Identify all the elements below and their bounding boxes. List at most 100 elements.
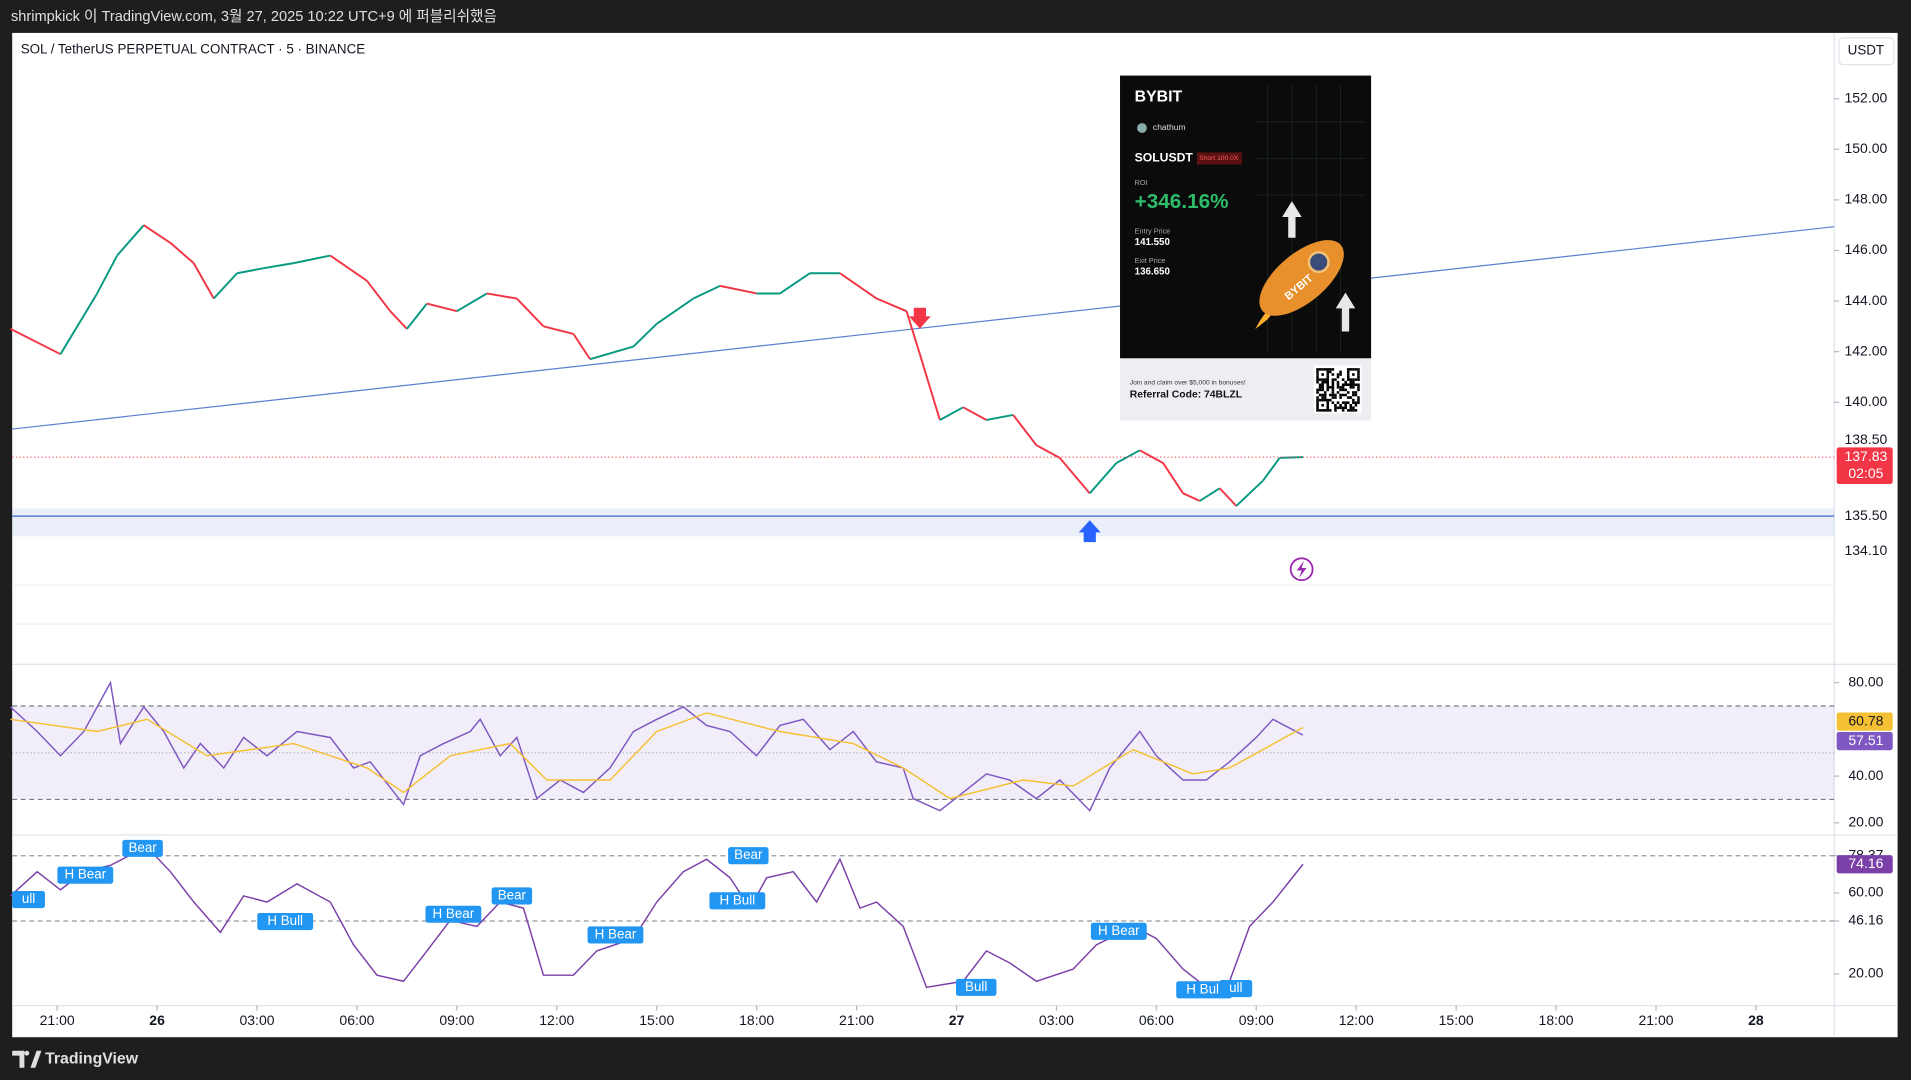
qr-cell — [1357, 368, 1360, 371]
qr-cell — [1316, 403, 1319, 407]
price-segment — [192, 262, 215, 300]
signal-label: ull — [1229, 980, 1242, 995]
x-tick-label: 27 — [949, 1012, 965, 1028]
qr-cell — [1341, 386, 1345, 389]
y-tick-label: 150.00 — [1844, 140, 1887, 156]
qr-cell — [1339, 373, 1342, 376]
price-segment — [1115, 449, 1141, 464]
qr-cell — [1346, 383, 1350, 387]
ad-brand: BYBIT — [1135, 89, 1183, 106]
qr-cell — [1349, 406, 1353, 410]
qr-cell — [1339, 396, 1342, 399]
qr-cell — [1344, 406, 1347, 410]
x-tick-label: 18:00 — [739, 1012, 774, 1028]
qr-cell — [1346, 396, 1350, 399]
qr-cell — [1316, 378, 1319, 381]
qr-cell — [1334, 378, 1337, 381]
qr-cell — [1316, 375, 1319, 379]
qr-cell — [1326, 406, 1330, 410]
qr-cell — [1349, 380, 1353, 384]
qr-cell — [1331, 386, 1335, 389]
qr-cell — [1331, 368, 1335, 371]
qr-cell — [1316, 388, 1319, 392]
indicator-line — [10, 712, 1304, 800]
price-segment — [656, 297, 694, 325]
qr-cell — [1344, 388, 1347, 392]
signal-label: H Bear — [595, 926, 637, 941]
currency-button[interactable] — [1838, 37, 1895, 66]
level-label: 135.50 — [1844, 507, 1887, 523]
price-segment — [1182, 492, 1201, 502]
x-tick-label: 18:00 — [1539, 1012, 1574, 1028]
qr-cell — [1326, 386, 1330, 389]
signal-badge — [587, 926, 644, 944]
qr-cell — [1326, 378, 1330, 381]
qr-cell — [1346, 375, 1350, 379]
price-segment — [1089, 462, 1118, 494]
qr-cell — [1334, 396, 1337, 399]
qr-cell — [1326, 383, 1330, 387]
qr-cell — [1316, 406, 1319, 410]
price-segment — [876, 297, 907, 313]
qr-cell — [1341, 378, 1345, 381]
last-value-label: 57.51 — [1848, 732, 1883, 748]
signal-badge — [122, 839, 163, 857]
x-tick-label: 03:00 — [1039, 1012, 1074, 1028]
y-tick-label: 80.00 — [1848, 673, 1883, 689]
qr-cell — [1321, 386, 1324, 389]
qr-cell — [1329, 398, 1332, 402]
qr-cell — [1349, 383, 1353, 387]
signal-badge — [728, 847, 769, 865]
signal-badge — [257, 913, 314, 931]
last-value-box — [1836, 447, 1893, 484]
signal-label: Bear — [128, 840, 157, 855]
signal-badge — [1176, 981, 1233, 999]
price-segment — [329, 254, 368, 282]
signal-label: H Bull — [267, 913, 303, 928]
price-segment — [96, 255, 118, 294]
qr-cell — [1316, 370, 1319, 374]
qr-cell — [1352, 401, 1355, 404]
qr-cell — [1323, 398, 1327, 402]
ad-promo: Join and claim over $5,000 in bonuses! — [1130, 380, 1246, 387]
qr-cell — [1341, 393, 1345, 397]
x-tick-label: 09:00 — [439, 1012, 474, 1028]
qr-cell — [1329, 386, 1332, 389]
signal-label: H Bull — [1186, 981, 1222, 996]
ad-avatar — [1137, 123, 1147, 133]
price-segment — [406, 302, 428, 330]
qr-cell — [1336, 380, 1340, 384]
y-tick-label: 144.00 — [1844, 292, 1887, 308]
ad-entry-label: Entry Price — [1135, 227, 1171, 236]
signal-badge — [955, 978, 997, 996]
signal-arrow — [1078, 520, 1101, 543]
qr-cell — [1336, 406, 1340, 410]
qr-cell — [1331, 391, 1335, 394]
qr-cell — [1344, 403, 1347, 407]
qr-cell — [1354, 391, 1358, 394]
y-tick-label: 148.00 — [1844, 191, 1887, 207]
qr-cell — [1321, 403, 1324, 407]
x-tick-label: 06:00 — [339, 1012, 374, 1028]
qr-cell — [1334, 409, 1337, 412]
x-tick-label: 12:00 — [539, 1012, 574, 1028]
price-segment — [1059, 457, 1091, 494]
price-segment — [10, 328, 61, 356]
price-segment — [456, 292, 488, 313]
last-value-label: 74.16 — [1848, 855, 1883, 871]
price-segment — [986, 413, 1014, 421]
qr-cell — [1316, 409, 1319, 412]
y-tick-label: 20.00 — [1848, 813, 1883, 829]
price-segment — [366, 280, 392, 312]
y-tick-label: 142.00 — [1844, 342, 1887, 358]
last-value-box — [1836, 855, 1893, 874]
qr-cell — [1354, 401, 1358, 404]
qr-cell — [1326, 388, 1330, 392]
qr-cell — [1344, 380, 1347, 384]
qr-cell — [1354, 403, 1358, 407]
currency-label[interactable]: USDT — [1848, 43, 1884, 58]
level-label: 134.10 — [1844, 542, 1887, 558]
qr-cell — [1357, 388, 1360, 392]
qr-cell — [1331, 380, 1335, 384]
